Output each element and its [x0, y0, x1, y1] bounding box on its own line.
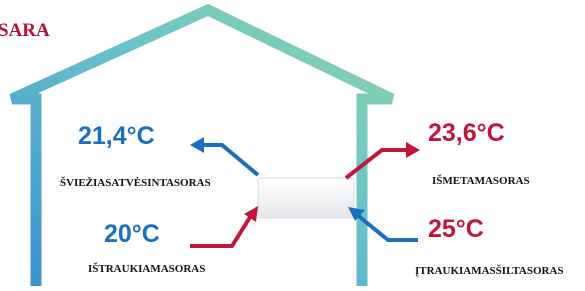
- arrow-exhaust: [346, 150, 408, 178]
- label: IŠMETAMASORAS: [432, 174, 530, 187]
- diagram: SARA 21,4°C ŠVIEŽIASATVĖSINTASORAS 20°C …: [0, 0, 585, 291]
- arrow-head: [244, 206, 258, 222]
- ventilation-unit: [258, 178, 354, 218]
- temperature: 21,4°C: [78, 122, 155, 150]
- temperature: 25°C: [428, 215, 484, 243]
- arrow-extract: [190, 214, 252, 246]
- temperature: 23,6°C: [428, 119, 505, 147]
- title: SARA: [0, 20, 50, 41]
- arrow-head: [190, 137, 204, 153]
- arrow-head: [406, 142, 420, 158]
- arrow-fresh: [200, 145, 258, 175]
- label: ĮTRAUKIAMASŠILTASORAS: [415, 264, 564, 277]
- label: IŠTRAUKIAMASORAS: [88, 262, 205, 275]
- temperature: 20°C: [104, 220, 160, 248]
- label: ŠVIEŽIASATVĖSINTASORAS: [60, 176, 211, 189]
